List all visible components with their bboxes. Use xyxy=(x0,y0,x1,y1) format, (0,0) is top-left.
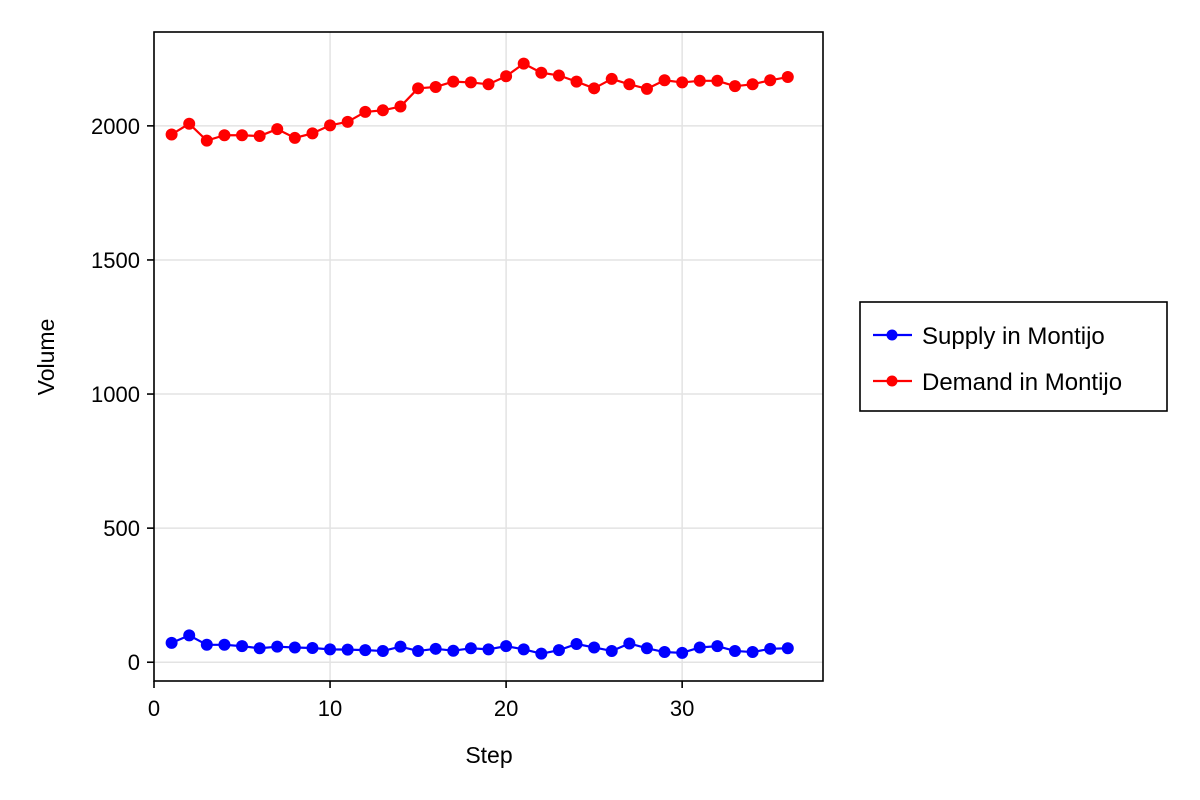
data-point-demand-in-montijo xyxy=(535,66,548,79)
x-tick-label: 30 xyxy=(670,696,694,721)
data-point-demand-in-montijo xyxy=(359,105,372,118)
data-point-demand-in-montijo xyxy=(552,69,565,82)
data-point-supply-in-montijo xyxy=(341,643,354,656)
x-tick-label: 10 xyxy=(318,696,342,721)
legend-item-supply: Supply in Montijo xyxy=(873,323,1105,350)
data-point-demand-in-montijo xyxy=(728,80,741,93)
data-point-demand-in-montijo xyxy=(429,80,442,93)
data-point-demand-in-montijo xyxy=(306,127,319,140)
data-point-supply-in-montijo xyxy=(218,638,231,651)
data-point-demand-in-montijo xyxy=(394,100,407,113)
data-point-demand-in-montijo xyxy=(764,74,777,87)
data-point-supply-in-montijo xyxy=(429,642,442,655)
data-point-supply-in-montijo xyxy=(570,637,583,650)
data-point-demand-in-montijo xyxy=(341,115,354,128)
y-tick-label: 1000 xyxy=(91,382,140,407)
data-point-supply-in-montijo xyxy=(253,642,266,655)
data-point-demand-in-montijo xyxy=(605,72,618,85)
data-point-supply-in-montijo xyxy=(658,646,671,659)
y-tick-label: 2000 xyxy=(91,114,140,139)
legend-marker-supply xyxy=(886,329,898,341)
data-point-demand-in-montijo xyxy=(271,123,284,136)
data-point-demand-in-montijo xyxy=(464,76,477,89)
legend-label-demand: Demand in Montijo xyxy=(922,369,1122,396)
data-point-supply-in-montijo xyxy=(200,638,213,651)
x-axis-title: Step xyxy=(465,742,512,768)
data-point-demand-in-montijo xyxy=(746,78,759,91)
data-point-supply-in-montijo xyxy=(464,642,477,655)
data-point-supply-in-montijo xyxy=(605,644,618,657)
data-point-supply-in-montijo xyxy=(236,640,249,653)
data-point-demand-in-montijo xyxy=(781,71,794,84)
data-point-supply-in-montijo xyxy=(500,640,513,653)
legend-label-supply: Supply in Montijo xyxy=(922,323,1105,350)
data-point-demand-in-montijo xyxy=(447,75,460,88)
data-point-demand-in-montijo xyxy=(588,82,601,95)
data-point-demand-in-montijo xyxy=(183,117,196,130)
data-point-supply-in-montijo xyxy=(588,641,601,654)
data-point-supply-in-montijo xyxy=(623,637,636,650)
data-point-supply-in-montijo xyxy=(728,644,741,657)
y-tick-label: 500 xyxy=(103,516,140,541)
data-point-demand-in-montijo xyxy=(500,70,513,83)
grid-lines xyxy=(153,32,823,681)
data-point-demand-in-montijo xyxy=(570,75,583,88)
y-axis-title: Volume xyxy=(33,319,59,396)
data-point-supply-in-montijo xyxy=(412,644,425,657)
y-tick-label: 1500 xyxy=(91,248,140,273)
data-point-demand-in-montijo xyxy=(482,78,495,91)
data-point-demand-in-montijo xyxy=(517,57,530,70)
data-point-supply-in-montijo xyxy=(183,629,196,642)
legend-marker-demand xyxy=(886,375,898,387)
data-point-demand-in-montijo xyxy=(676,76,689,89)
data-point-supply-in-montijo xyxy=(482,643,495,656)
x-tick-label: 0 xyxy=(148,696,160,721)
data-point-supply-in-montijo xyxy=(746,646,759,659)
data-point-demand-in-montijo xyxy=(253,130,266,143)
legend-box xyxy=(859,301,1168,412)
plot-frame xyxy=(153,31,824,682)
data-point-supply-in-montijo xyxy=(676,646,689,659)
data-point-supply-in-montijo xyxy=(517,643,530,656)
series-supply-in-montijo xyxy=(165,629,794,660)
data-point-supply-in-montijo xyxy=(640,642,653,655)
data-point-demand-in-montijo xyxy=(640,82,653,95)
data-point-supply-in-montijo xyxy=(306,642,319,655)
data-point-demand-in-montijo xyxy=(693,74,706,87)
data-point-demand-in-montijo xyxy=(200,134,213,147)
data-point-demand-in-montijo xyxy=(324,119,337,132)
data-point-demand-in-montijo xyxy=(218,129,231,142)
data-point-supply-in-montijo xyxy=(359,644,372,657)
data-point-supply-in-montijo xyxy=(535,647,548,660)
data-point-demand-in-montijo xyxy=(623,78,636,91)
data-point-demand-in-montijo xyxy=(412,82,425,95)
data-point-supply-in-montijo xyxy=(693,641,706,654)
series-line-demand-in-montijo xyxy=(171,62,788,142)
legend-item-demand: Demand in Montijo xyxy=(873,369,1122,396)
data-point-supply-in-montijo xyxy=(271,640,284,653)
series-group xyxy=(165,57,794,660)
data-point-supply-in-montijo xyxy=(288,641,301,654)
axis-ticks: 0 10 20 30 0 500 1000 1500 2000 xyxy=(91,114,694,721)
series-demand-in-montijo xyxy=(165,57,794,147)
legend: Supply in Montijo Demand in Montijo xyxy=(859,301,1168,412)
data-point-supply-in-montijo xyxy=(376,644,389,657)
data-point-supply-in-montijo xyxy=(165,636,178,649)
data-point-demand-in-montijo xyxy=(376,104,389,117)
y-tick-label: 0 xyxy=(128,650,140,675)
data-point-demand-in-montijo xyxy=(236,129,249,142)
data-point-demand-in-montijo xyxy=(165,128,178,141)
data-point-supply-in-montijo xyxy=(394,640,407,653)
x-tick-label: 20 xyxy=(494,696,518,721)
data-point-demand-in-montijo xyxy=(658,74,671,87)
data-point-demand-in-montijo xyxy=(288,131,301,144)
data-point-supply-in-montijo xyxy=(781,642,794,655)
data-point-supply-in-montijo xyxy=(324,643,337,656)
data-point-supply-in-montijo xyxy=(764,642,777,655)
data-point-supply-in-montijo xyxy=(552,644,565,657)
data-point-demand-in-montijo xyxy=(711,74,724,87)
data-point-supply-in-montijo xyxy=(711,640,724,653)
data-point-supply-in-montijo xyxy=(447,644,460,657)
